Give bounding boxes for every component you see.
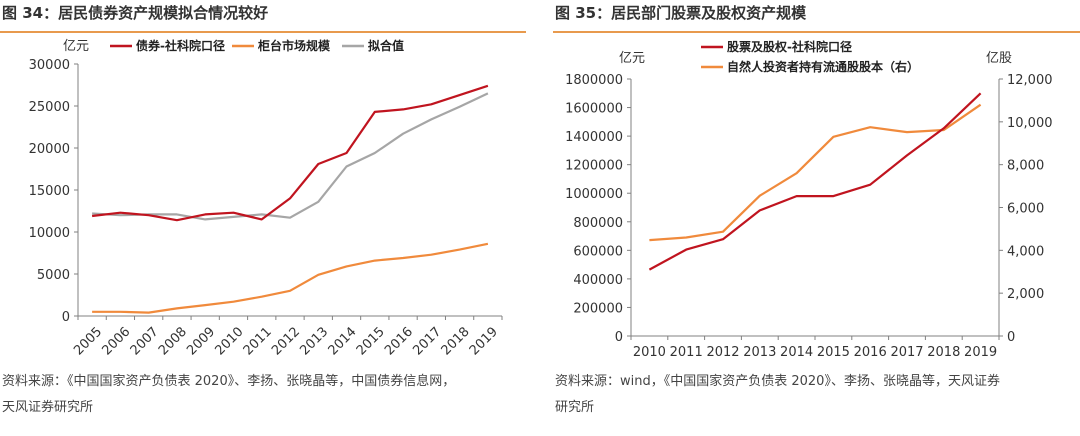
left-x-tick-label: 2013 — [297, 324, 331, 358]
right-y-tick-label: 600000 — [573, 244, 623, 259]
right-y2-tick-label: 0 — [1007, 330, 1015, 345]
right-y-tick-label: 1600000 — [565, 102, 623, 117]
left-series-line-0 — [91, 84, 489, 222]
right-title-rule — [553, 31, 1080, 33]
left-series-line-2 — [92, 92, 489, 221]
left-source-line-1: 资料来源：《中国国家资产负债表 2020》、李扬、张晓晶等，中国债券信息网， — [2, 374, 456, 389]
left-x-tick-label: 2009 — [184, 324, 218, 358]
right-x-tick-label: 2017 — [890, 345, 923, 360]
right-y-tick-label: 1800000 — [565, 73, 623, 88]
left-x-tick-label: 2011 — [241, 324, 275, 358]
right-x-tick-label: 2016 — [854, 345, 887, 360]
right-y2-tick-label: 6,000 — [1007, 202, 1044, 217]
right-y2-tick-label: 8,000 — [1007, 159, 1044, 174]
right-x-tick-label: 2013 — [743, 345, 776, 360]
left-y-tick-label: 30000 — [29, 58, 70, 73]
right-line-chart: 亿元 亿股 0 200000 400000 600000 800000 1000000 1200… — [565, 39, 1053, 360]
right-x-tick-label: 2019 — [964, 345, 997, 360]
right-chart-title: 图 35：居民部门股票及股权资产规模 — [555, 4, 807, 22]
right-x-tick-label: 2011 — [670, 345, 703, 360]
left-x-tick-label: 2012 — [269, 324, 303, 358]
right-y-axis-unit: 亿元 — [619, 51, 645, 66]
left-x-tick-label: 2008 — [156, 324, 190, 358]
left-panel: 图 34：居民债券资产规模拟合情况较好 亿元 0 5000 10000 15000 200… — [0, 0, 526, 436]
left-y-tick-label: 5000 — [37, 268, 70, 283]
left-y-tick-label: 15000 — [29, 184, 70, 199]
left-x-tick-label: 2015 — [354, 324, 388, 358]
right-x-tick-label: 2012 — [706, 345, 739, 360]
right-x-tick-label: 2015 — [817, 345, 850, 360]
right-y2-tick-label: 12,000 — [1007, 73, 1053, 88]
right-y-tick-label: 1200000 — [565, 159, 623, 174]
left-x-tick-label: 2005 — [71, 324, 105, 358]
right-y2-tick-label: 10,000 — [1007, 116, 1053, 131]
left-y-tick-label: 20000 — [29, 142, 70, 157]
right-y-tick-label: 1400000 — [565, 130, 623, 145]
left-x-tick-label: 2019 — [467, 324, 501, 358]
right-source-note: 资料来源：wind，《中国国家资产负债表 2020》、李扬、张晓晶等，天风证券 … — [555, 369, 1000, 421]
left-legend-label-1: 柜台市场规模 — [257, 38, 331, 53]
right-x-tick-label: 2018 — [927, 345, 960, 360]
left-title-rule — [0, 31, 526, 33]
right-panel: 图 35：居民部门股票及股权资产规模 亿元 亿股 0 200000 400000 6000… — [553, 0, 1080, 436]
left-y-tick-label: 10000 — [29, 226, 70, 241]
right-x-tick-label: 2010 — [633, 345, 666, 360]
left-legend-label-2: 拟合值 — [368, 38, 404, 53]
right-y-tick-label: 800000 — [573, 216, 623, 231]
right-y2-axis-unit: 亿股 — [986, 51, 1012, 66]
left-x-tick-label: 2018 — [439, 324, 473, 358]
left-line-chart: 亿元 0 5000 10000 15000 20000 25000 30000 20052006… — [29, 38, 503, 358]
right-x-tick-label: 2014 — [780, 345, 813, 360]
left-x-tick-label: 2006 — [99, 324, 133, 358]
left-x-tick-label: 2014 — [326, 324, 360, 358]
right-series-line-0 — [648, 92, 982, 271]
left-source-note: 资料来源：《中国国家资产负债表 2020》、李扬、张晓晶等，中国债券信息网， 天… — [2, 369, 455, 421]
left-y-tick-label: 25000 — [29, 100, 70, 115]
left-x-tick-label: 2007 — [128, 324, 162, 358]
left-x-tick-label: 2017 — [410, 324, 444, 358]
right-y-tick-label: 0 — [615, 330, 623, 345]
left-chart-title: 图 34：居民债券资产规模拟合情况较好 — [2, 4, 269, 22]
left-source-line-2: 天风证券研究所 — [2, 400, 94, 415]
right-y-tick-label: 400000 — [573, 273, 623, 288]
right-source-line-2: 研究所 — [555, 400, 595, 415]
right-series-line-1 — [649, 103, 982, 242]
left-x-tick-label: 2010 — [213, 324, 247, 358]
right-y-tick-label: 1000000 — [565, 187, 623, 202]
left-y-tick-label: 0 — [62, 310, 70, 325]
right-legend-label-1: 自然人投资者持有流通股股本（右） — [727, 59, 919, 74]
right-y2-tick-label: 2,000 — [1007, 287, 1044, 302]
left-y-axis-unit: 亿元 — [63, 39, 89, 54]
left-series-line-1 — [92, 242, 489, 314]
right-source-line-1: 资料来源：wind，《中国国家资产负债表 2020》、李扬、张晓晶等，天风证券 — [555, 374, 1000, 389]
right-y2-tick-label: 4,000 — [1007, 244, 1044, 259]
left-x-tick-label: 2016 — [382, 324, 416, 358]
right-y-tick-label: 200000 — [573, 301, 623, 316]
left-legend-label-0: 债券-社科院口径 — [136, 38, 225, 53]
right-legend-label-0: 股票及股权-社科院口径 — [727, 39, 852, 54]
